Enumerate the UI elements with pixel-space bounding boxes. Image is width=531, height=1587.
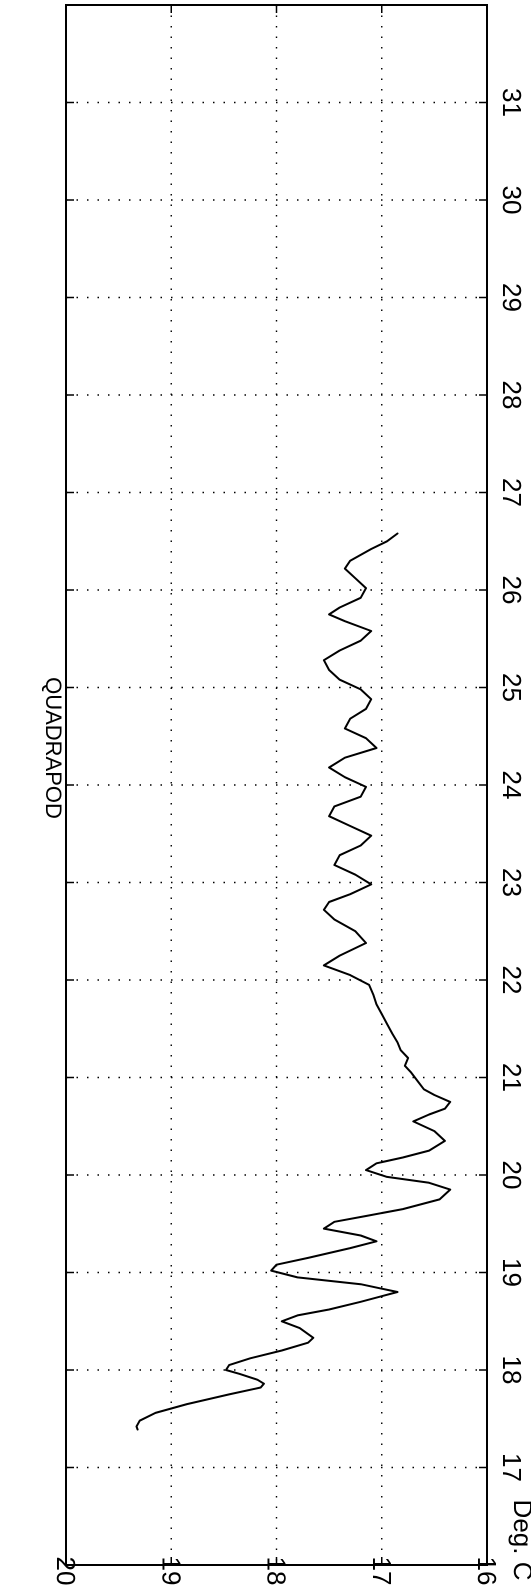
x-tick-label: 22 (497, 966, 527, 995)
x-tick-label: 17 (497, 1453, 527, 1482)
x-tick-label: 29 (497, 283, 527, 312)
x-tick-label: 24 (497, 771, 527, 800)
x-tick-label: 25 (497, 673, 527, 702)
x-tick-label: 20 (497, 1161, 527, 1190)
y-tick-label: 17 (367, 1557, 397, 1586)
x-tick-label: 19 (497, 1258, 527, 1287)
y-tick-label: 18 (262, 1557, 292, 1586)
x-tick-label: 31 (497, 88, 527, 117)
x-tick-label: 30 (497, 186, 527, 215)
x-tick-label: 23 (497, 868, 527, 897)
axis-ticks (66, 5, 487, 1565)
grid (66, 5, 487, 1565)
series-group (135, 532, 452, 1431)
y-tick-label: 16 (472, 1557, 502, 1586)
temperature-series-line (135, 532, 452, 1431)
x-tick-label: 26 (497, 576, 527, 605)
y-axis-label: Deg. C (508, 1500, 531, 1581)
y-tick-label: 19 (156, 1557, 186, 1586)
y-tick-label: 20 (51, 1557, 81, 1586)
y-tick-labels: 16 17 18 19 20 (51, 1557, 502, 1586)
x-tick-label: 18 (497, 1356, 527, 1385)
x-tick-label: 21 (497, 1063, 527, 1092)
chart-title: QUADRAPOD (41, 677, 66, 819)
x-tick-labels: 17 18 19 20 21 22 23 24 25 26 27 28 29 30 31 (497, 88, 527, 1482)
x-tick-label: 27 (497, 478, 527, 507)
x-tick-label: 28 (497, 381, 527, 410)
